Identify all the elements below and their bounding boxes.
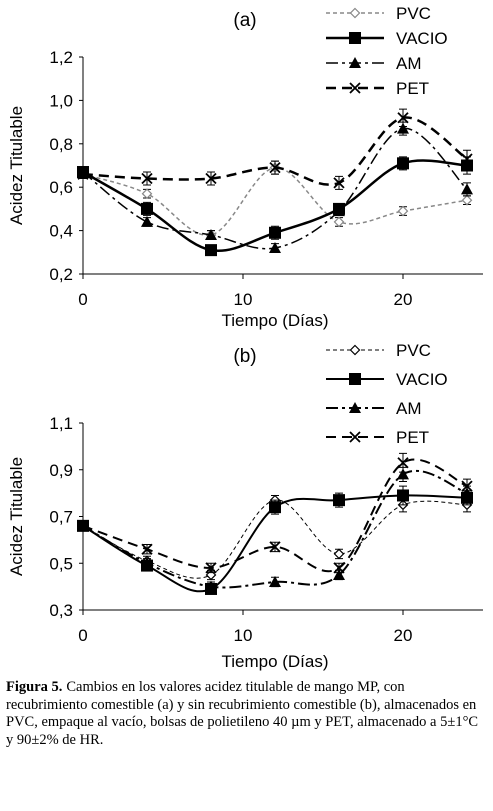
legend-entry: PET — [326, 428, 429, 447]
legend-label: PVC — [396, 341, 431, 360]
x-axis-label: Tiempo (Días) — [221, 311, 328, 330]
y-tick-label: 0,2 — [49, 265, 73, 284]
legend-entry: VACIO — [326, 370, 448, 389]
caption-label: Figura 5. — [6, 679, 63, 695]
data-point — [397, 205, 409, 217]
legend-marker — [349, 344, 361, 356]
x-tick-label: 20 — [394, 626, 413, 645]
caption-text: Cambios en los valores acidez titulable … — [6, 679, 479, 748]
data-point — [461, 183, 473, 195]
legend-marker — [349, 402, 361, 413]
y-tick-label: 1,2 — [49, 48, 73, 67]
legend-entry: PVC — [326, 4, 431, 23]
data-point — [205, 228, 217, 240]
legend-label: VACIO — [396, 29, 448, 48]
data-point — [77, 520, 89, 532]
data-point — [397, 157, 409, 170]
series-am — [77, 466, 473, 592]
data-point — [269, 226, 281, 239]
x-tick-label: 0 — [78, 290, 87, 309]
data-point — [333, 494, 345, 507]
data-point — [269, 501, 281, 514]
chart-panel-a: 0,2 0,4 0,6 0,8 1,0 1,2 0 10 20 (a) Tiempo (Días) A… — [7, 4, 483, 330]
data-point — [397, 112, 409, 124]
data-point — [205, 580, 217, 592]
y-axis-label: Acidez Titulable — [7, 106, 26, 225]
data-point — [205, 244, 217, 257]
data-point — [77, 168, 89, 180]
x-tick-label: 10 — [234, 626, 253, 645]
data-point — [205, 172, 217, 185]
data-point — [461, 194, 473, 206]
data-point — [141, 557, 153, 569]
y-axis-label: Acidez Titulable — [7, 457, 26, 576]
y-tick-label: 0,9 — [49, 461, 73, 480]
data-point — [269, 162, 281, 174]
chart-title: (a) — [233, 10, 256, 31]
y-tick-label: 0,4 — [49, 222, 73, 241]
legend-marker — [349, 431, 361, 443]
figure-caption: Figura 5. Cambios en los valores acidez t… — [6, 679, 486, 749]
data-point — [141, 172, 153, 185]
legend-label: VACIO — [396, 370, 448, 389]
data-point — [269, 541, 281, 553]
series-pet — [77, 452, 473, 574]
data-point — [333, 216, 345, 228]
data-point — [269, 575, 281, 587]
legend-label: AM — [396, 54, 422, 73]
data-point — [397, 457, 409, 469]
series-line — [82, 458, 468, 573]
legend-marker — [349, 82, 361, 94]
series-line — [82, 469, 468, 589]
legend-marker — [349, 57, 361, 68]
x-axis-label: Tiempo (Días) — [221, 652, 328, 671]
data-point — [269, 241, 281, 253]
y-tick-label: 0,3 — [49, 601, 73, 620]
data-point — [141, 188, 153, 200]
y-tick-label: 0,6 — [49, 178, 73, 197]
data-point — [141, 215, 153, 227]
chart-panel-b: 0,3 0,5 0,7 0,9 1,1 0 10 20 (b) Tiempo (Días) Acid… — [7, 341, 483, 671]
legend-entry: PET — [326, 79, 429, 98]
figure-canvas: 0,2 0,4 0,6 0,8 1,0 1,2 0 10 20 (a) Tiempo (Días) A… — [7, 4, 483, 671]
legend-label: PET — [396, 428, 429, 447]
chart-title: (b) — [233, 346, 256, 367]
data-point — [141, 202, 153, 215]
data-point — [205, 562, 217, 574]
series-pet — [77, 108, 473, 190]
series-am — [77, 121, 473, 253]
data-point — [461, 480, 473, 492]
x-tick-label: 0 — [78, 626, 87, 645]
data-point — [333, 568, 345, 580]
data-point — [333, 177, 345, 189]
legend-label: PET — [396, 79, 429, 98]
legend-label: PVC — [396, 4, 431, 23]
legend-entry: PVC — [326, 341, 431, 360]
x-tick-label: 10 — [234, 290, 253, 309]
y-tick-label: 0,5 — [49, 554, 73, 573]
legend-marker — [349, 373, 361, 385]
data-point — [461, 153, 473, 165]
data-point — [141, 543, 153, 555]
y-tick-label: 0,8 — [49, 135, 73, 154]
data-point — [397, 122, 409, 134]
data-point — [397, 489, 409, 502]
data-point — [333, 205, 345, 217]
data-point — [397, 468, 409, 480]
legend-entry: AM — [326, 399, 422, 418]
data-point — [333, 548, 345, 560]
y-tick-label: 0,7 — [49, 508, 73, 527]
data-point — [333, 562, 345, 574]
legend-entry: VACIO — [326, 29, 448, 48]
legend-marker — [349, 32, 361, 44]
legend-marker — [349, 7, 361, 19]
y-tick-label: 1,1 — [49, 414, 73, 433]
x-tick-label: 20 — [394, 290, 413, 309]
legend-label: AM — [396, 399, 422, 418]
legend-entry: AM — [326, 54, 422, 73]
y-tick-label: 1,0 — [49, 91, 73, 110]
